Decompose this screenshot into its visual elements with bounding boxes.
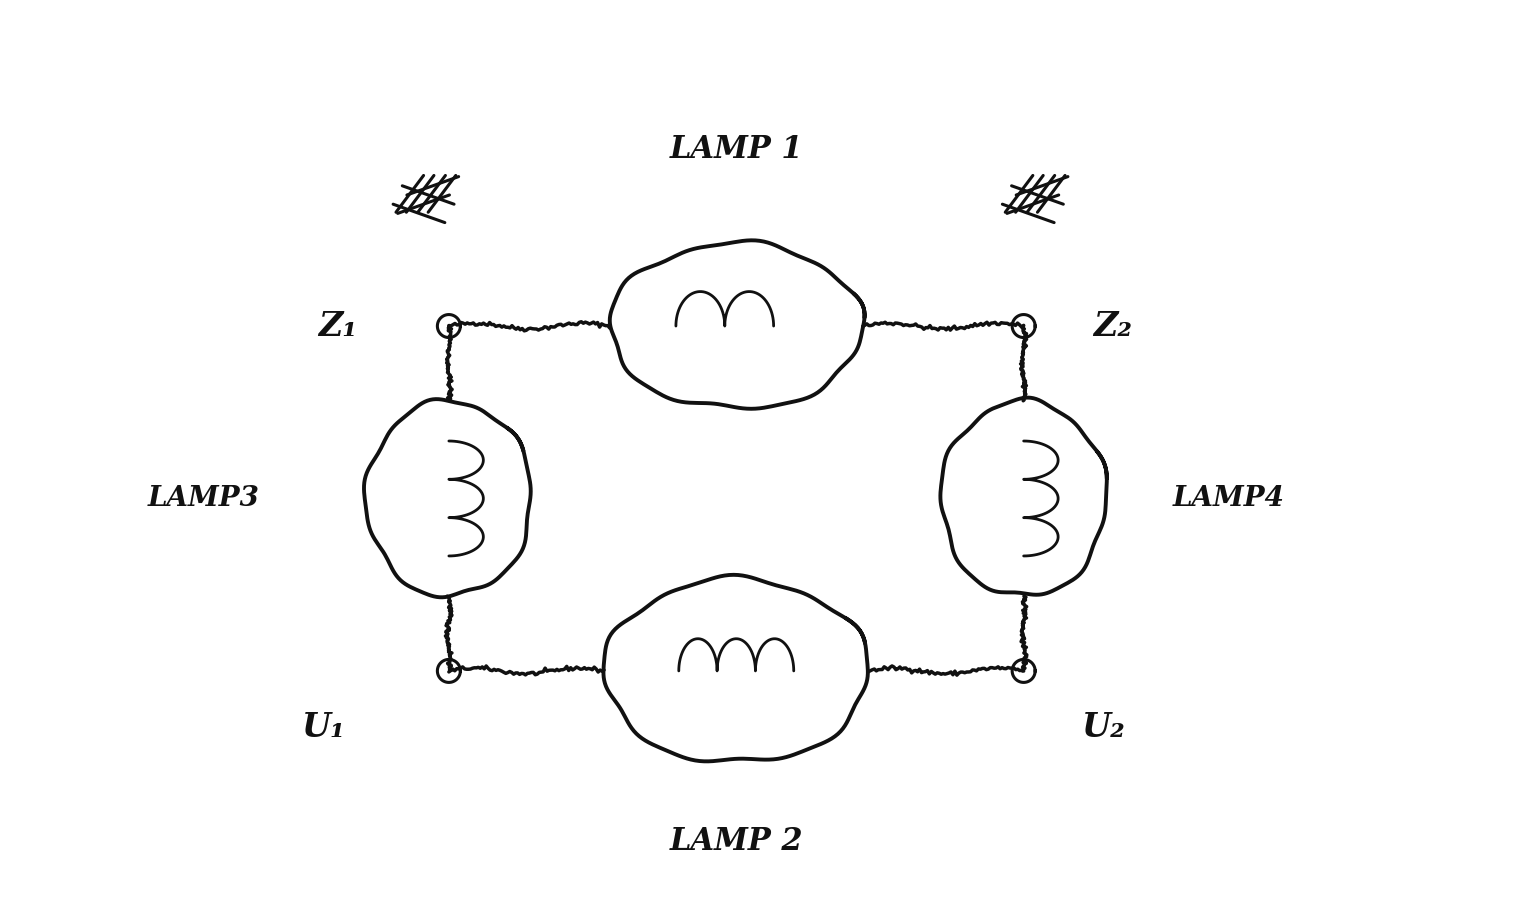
- Text: LAMP4: LAMP4: [1174, 485, 1285, 512]
- Text: LAMP 2: LAMP 2: [670, 826, 803, 857]
- Text: LAMP3: LAMP3: [147, 485, 259, 512]
- Text: U₁: U₁: [301, 711, 346, 744]
- Text: LAMP 1: LAMP 1: [670, 134, 803, 165]
- Text: U₂: U₂: [1082, 711, 1125, 744]
- Text: Z₁: Z₁: [318, 310, 356, 343]
- Text: Z₂: Z₂: [1092, 310, 1132, 343]
